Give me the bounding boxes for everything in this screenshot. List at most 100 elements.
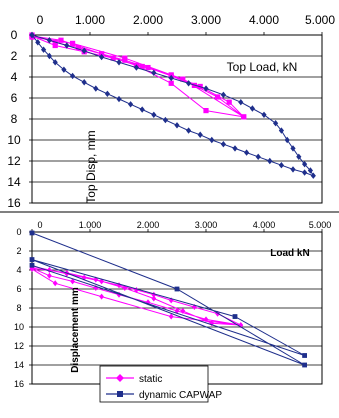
y-tick-label: 6	[16, 284, 21, 294]
data-point	[284, 136, 290, 144]
y-tick-label: 14	[7, 175, 21, 189]
data-point	[116, 95, 122, 103]
data-point	[174, 286, 180, 292]
data-point	[174, 307, 180, 314]
data-point	[151, 111, 157, 118]
data-point	[93, 85, 99, 92]
y-axis-label: Top Disp, mm	[84, 130, 98, 203]
y-tick-label: 14	[14, 360, 24, 370]
y-tick-label: 8	[16, 303, 21, 313]
legend: static dynamic CAPWAP	[99, 365, 222, 403]
x-tick-label: 3.000	[191, 13, 221, 27]
y-tick-label: 16	[14, 379, 24, 389]
data-point	[255, 153, 261, 160]
y-tick-label: 12	[7, 154, 21, 168]
data-point	[174, 122, 180, 129]
legend-label-dynamic: dynamic CAPWAP	[139, 390, 222, 401]
x-tick-label: 2.000	[133, 13, 163, 27]
data-point	[35, 39, 41, 46]
x-tick-label: 5.000	[309, 220, 332, 230]
data-point	[75, 45, 81, 51]
data-point	[180, 307, 186, 314]
data-point	[310, 172, 316, 179]
y-tick-label: 2	[11, 49, 18, 63]
y-axis-label: Displacement mm	[70, 287, 81, 373]
data-point	[192, 304, 197, 311]
data-point	[47, 272, 52, 279]
y-tick-label: 4	[11, 70, 18, 84]
data-point	[116, 59, 122, 66]
data-point	[203, 108, 209, 114]
data-point	[139, 63, 145, 70]
data-point	[244, 149, 250, 156]
y-tick-label: 2	[16, 246, 21, 256]
x-tick-label: 5.000	[305, 13, 335, 27]
data-point	[52, 280, 58, 287]
y-tick-label: 12	[14, 341, 24, 351]
data-point	[29, 31, 35, 39]
data-point	[29, 230, 35, 236]
data-point	[70, 72, 76, 80]
x-tick-label: 2.000	[137, 220, 160, 230]
x-tick-label: 1.000	[75, 13, 105, 27]
data-point	[110, 55, 116, 61]
data-point	[104, 90, 110, 97]
data-point	[64, 42, 70, 49]
x-tick-label: 0	[37, 220, 42, 230]
data-point	[232, 314, 238, 319]
data-point	[290, 145, 296, 152]
data-point	[186, 80, 192, 87]
data-point	[99, 53, 105, 61]
data-point	[145, 64, 151, 71]
data-point	[226, 99, 232, 105]
data-point	[238, 99, 244, 106]
data-point	[302, 362, 307, 368]
load-displacement-comparison-chart: 0 1.000 2.000 3.000 4.000 5.000 0 2 4 6 8 10 12 14 16…	[14, 220, 332, 403]
data-point	[273, 120, 279, 127]
data-point	[168, 80, 174, 86]
data-point	[162, 116, 168, 124]
x-tick-label: 1.000	[79, 220, 102, 230]
x-axis-label: Top Load, kN	[227, 60, 298, 74]
legend-marker-dynamic	[117, 391, 123, 397]
series-line-0	[31, 265, 242, 326]
data-point	[29, 262, 35, 268]
data-point	[122, 285, 128, 292]
data-point	[151, 69, 157, 76]
data-point	[81, 47, 87, 54]
series-line-1	[31, 34, 315, 177]
data-point	[70, 278, 75, 285]
data-point	[302, 353, 307, 358]
data-point	[232, 145, 238, 152]
data-point	[46, 37, 52, 44]
legend-label-static: static	[139, 374, 162, 385]
data-point	[249, 105, 255, 112]
data-point	[46, 52, 52, 60]
x-axis-label: Load kN	[270, 248, 309, 259]
top-load-displacement-chart: 0 1.000 2.000 3.000 4.000 5.000 0 2 4 6 8 10 12 14 16…	[7, 13, 335, 210]
data-point	[58, 37, 64, 43]
data-point	[61, 66, 67, 73]
x-tick-label: 4.000	[253, 220, 276, 230]
data-point	[168, 74, 174, 82]
data-point	[290, 166, 296, 173]
legend-marker-static	[116, 374, 124, 382]
data-point	[220, 141, 226, 148]
data-point	[203, 85, 209, 92]
data-point	[128, 101, 134, 108]
data-point	[278, 127, 284, 134]
y-tick-label: 10	[14, 322, 24, 332]
y-tick-label: 0	[11, 28, 18, 42]
x-tick-label: 3.000	[195, 220, 218, 230]
data-point	[220, 91, 226, 99]
y-tick-label: 16	[7, 196, 21, 210]
data-point	[168, 313, 174, 320]
data-point	[41, 46, 47, 53]
data-point	[267, 157, 273, 165]
data-point	[151, 291, 157, 298]
x-tick-label: 0	[37, 13, 44, 27]
series-line-0	[31, 34, 245, 118]
y-tick-label: 4	[16, 265, 21, 275]
data-point	[302, 169, 308, 176]
